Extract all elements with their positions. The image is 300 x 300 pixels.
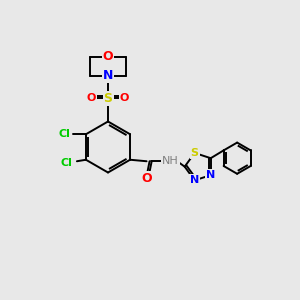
Text: Cl: Cl (61, 158, 72, 168)
Text: N: N (206, 170, 215, 180)
Text: S: S (103, 92, 112, 105)
Text: N: N (103, 69, 113, 82)
Text: O: O (87, 93, 96, 103)
Text: O: O (103, 50, 113, 64)
Text: O: O (120, 93, 129, 103)
Text: Cl: Cl (58, 129, 70, 139)
Text: O: O (142, 172, 152, 185)
Text: NH: NH (162, 156, 179, 166)
Text: S: S (190, 148, 199, 158)
Text: N: N (190, 175, 199, 185)
